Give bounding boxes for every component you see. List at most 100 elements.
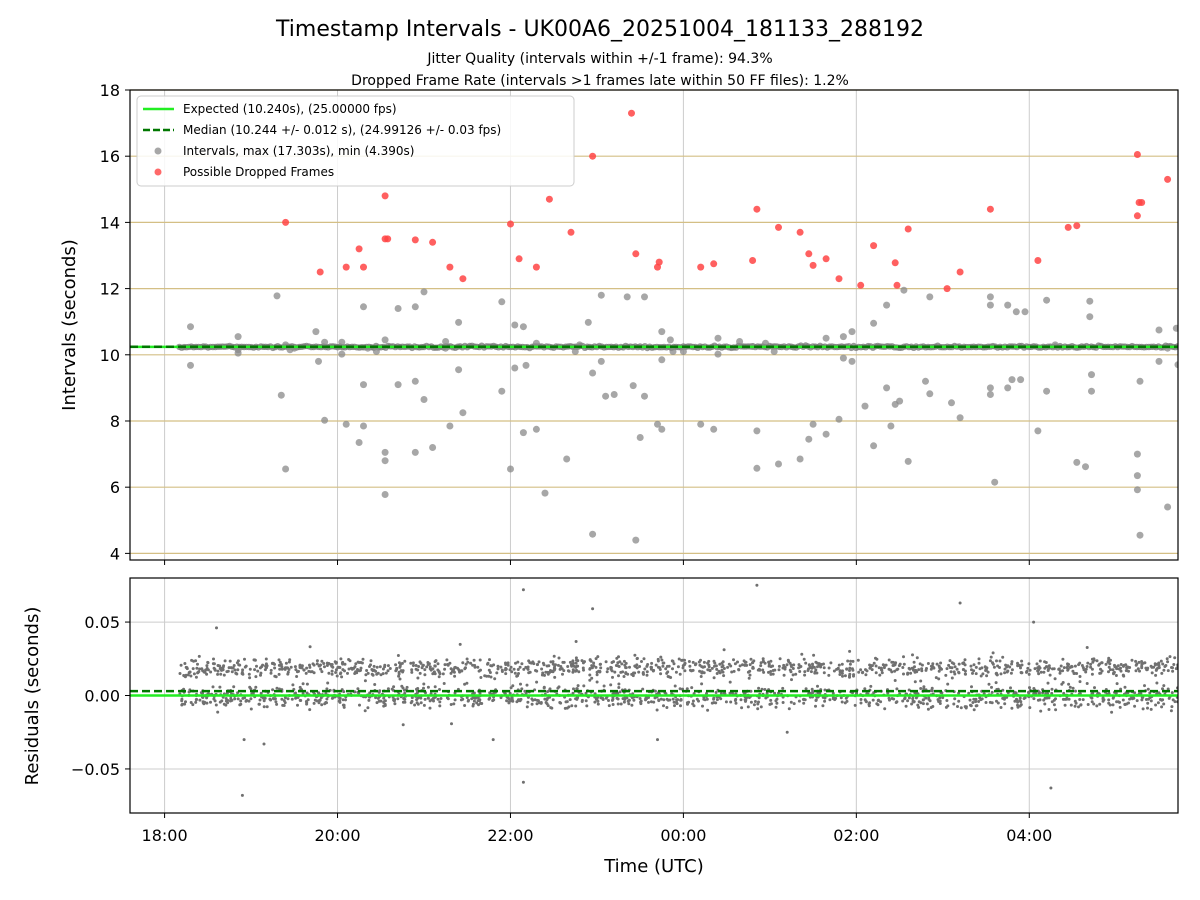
residual-point [449, 703, 453, 706]
residual-point [499, 696, 503, 700]
dropped-frame-point [943, 285, 951, 293]
residual-point [401, 700, 405, 704]
residual-point [814, 660, 818, 664]
residual-point [205, 696, 209, 700]
dropped-frame-point [381, 192, 389, 200]
interval-point [1021, 308, 1029, 316]
residual-point [572, 664, 576, 668]
residual-point [1067, 663, 1071, 666]
residual-point [938, 702, 942, 705]
residual-point [814, 698, 818, 702]
residual-point [414, 664, 418, 667]
residual-point [691, 702, 695, 706]
interval-point [654, 420, 661, 428]
residual-point [616, 702, 620, 706]
residual-point [253, 668, 257, 672]
residual-point [845, 667, 849, 671]
residual-point [429, 668, 433, 672]
residual-point [1089, 662, 1093, 666]
residual-point [356, 660, 360, 664]
residual-point [372, 664, 376, 668]
residual-point [822, 671, 826, 675]
residual-point [570, 704, 574, 708]
residual-point [438, 700, 442, 704]
residual-point [852, 674, 855, 678]
residual-point [1170, 666, 1173, 669]
dropped-frame-point [710, 260, 718, 268]
residual-point [553, 675, 557, 679]
residual-point [874, 671, 878, 675]
residual-point [571, 670, 575, 674]
interval-point [1008, 376, 1016, 384]
residual-point [1032, 697, 1036, 701]
residual-point [312, 663, 316, 667]
interval-point [658, 328, 666, 336]
residual-point [617, 686, 621, 689]
residual-point [1161, 662, 1165, 666]
residual-point [1035, 662, 1039, 666]
residual-point [610, 661, 614, 664]
residual-point [963, 658, 967, 662]
interval-point [1086, 297, 1094, 305]
residual-point [1092, 658, 1096, 662]
residual-point [233, 697, 237, 701]
residual-point [706, 668, 710, 672]
residual-point [767, 670, 770, 674]
residual-point [635, 656, 639, 660]
residual-point [323, 665, 326, 669]
residual-point [189, 674, 193, 678]
residual-point [386, 669, 390, 673]
residual-point [630, 703, 634, 707]
residual-point [691, 660, 695, 664]
residual-point [1061, 657, 1065, 661]
residual-point [977, 657, 981, 661]
interval-point [753, 427, 761, 435]
residual-point [369, 659, 373, 663]
residual-point [890, 697, 894, 700]
interval-point [1043, 387, 1051, 395]
residual-point [972, 697, 976, 701]
residual-point [621, 670, 625, 674]
residual-point [936, 698, 940, 702]
residual-point [319, 663, 322, 667]
residual-outlier-point [215, 626, 218, 630]
residual-point [920, 667, 924, 671]
residual-point [756, 707, 760, 711]
residual-point [209, 700, 212, 704]
residual-point [856, 658, 860, 662]
residual-point [375, 665, 379, 669]
interval-point [948, 399, 955, 407]
residual-point [576, 684, 580, 688]
residual-point [218, 700, 222, 704]
residual-point [599, 662, 602, 666]
residual-point [838, 673, 842, 676]
residual-point [374, 669, 378, 673]
residual-point [1166, 660, 1170, 664]
residual-point [971, 701, 975, 704]
residual-point [979, 674, 983, 678]
residual-point [817, 663, 821, 667]
residual-point [765, 691, 769, 695]
residual-point [868, 701, 872, 705]
residual-point [410, 696, 414, 700]
residual-point [381, 672, 385, 676]
residual-point [1039, 709, 1043, 713]
residual-point [414, 667, 418, 671]
interval-point [1172, 324, 1178, 332]
residual-point [701, 704, 704, 708]
residual-point [823, 699, 827, 703]
residual-point [937, 677, 941, 681]
residual-point [1063, 703, 1067, 707]
residual-point [1143, 684, 1146, 688]
intervals-y-tick-label: 12 [100, 280, 120, 299]
residual-point [789, 700, 793, 704]
residual-point [371, 673, 375, 677]
residual-outlier-point [755, 583, 759, 587]
residual-point [840, 671, 844, 675]
interval-point [1017, 376, 1025, 384]
residual-point [308, 663, 311, 667]
residual-point [249, 707, 253, 711]
residual-point [738, 664, 742, 668]
residual-point [1052, 667, 1056, 671]
residual-point [1062, 691, 1066, 695]
